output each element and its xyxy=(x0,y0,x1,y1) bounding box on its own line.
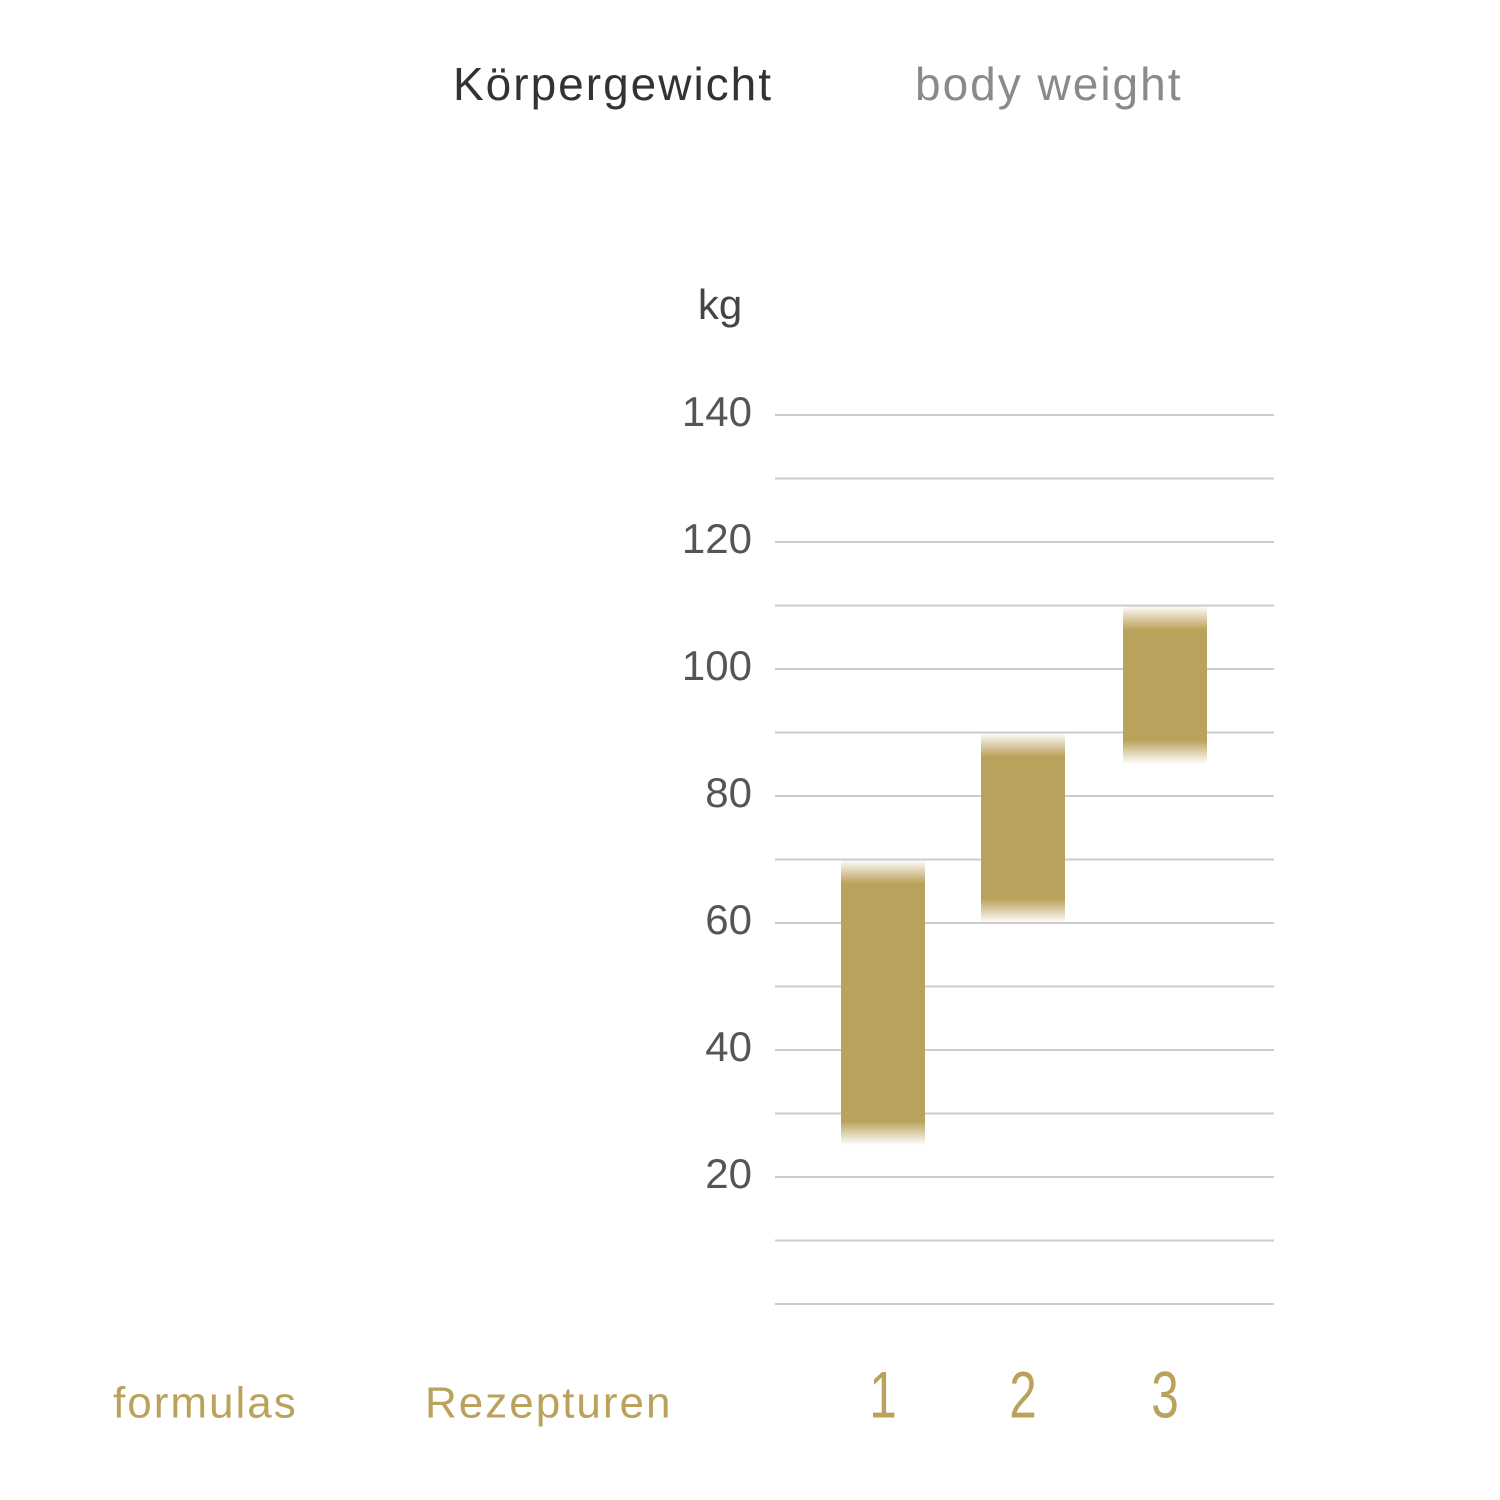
y-tick-label: 120 xyxy=(682,515,752,562)
range-bar xyxy=(981,732,1065,923)
y-tick-label: 60 xyxy=(705,896,752,943)
chart-subtitle: body weight xyxy=(915,58,1183,110)
x-axis-label-de: Rezepturen xyxy=(425,1379,672,1428)
y-axis-label: kg xyxy=(698,281,742,328)
y-tick-label: 40 xyxy=(705,1023,752,1070)
x-axis-label: formulas xyxy=(113,1379,298,1428)
y-tick-label: 20 xyxy=(705,1150,752,1197)
y-tick-label: 80 xyxy=(705,769,752,816)
y-tick-label: 100 xyxy=(682,642,752,689)
x-tick-label: 2 xyxy=(1009,1359,1037,1433)
range-bar xyxy=(1123,605,1207,765)
x-tick-label: 1 xyxy=(869,1359,897,1433)
x-tick-label: 3 xyxy=(1151,1359,1179,1433)
chart-title: Körpergewicht xyxy=(453,58,773,110)
y-tick-label: 140 xyxy=(682,388,752,435)
range-bar xyxy=(841,859,925,1146)
